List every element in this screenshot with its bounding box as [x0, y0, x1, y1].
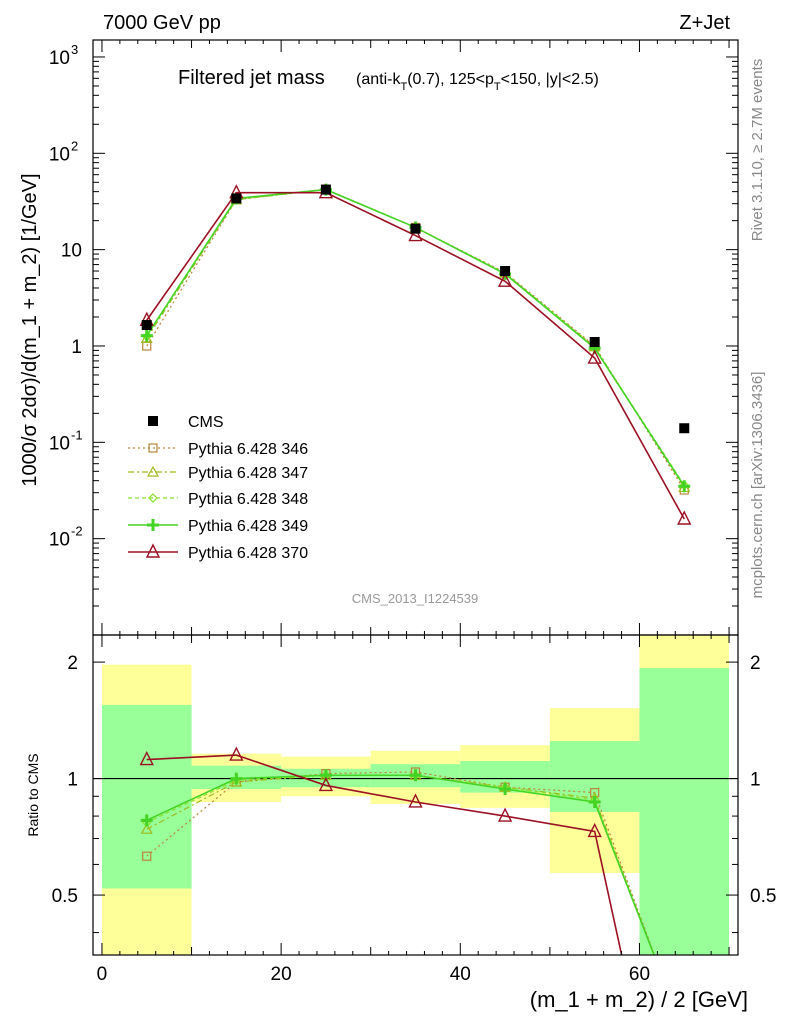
legend-label: Pythia 6.428 346: [188, 441, 308, 458]
x-axis-label: (m_1 + m_2) / 2 [GeV]: [530, 987, 748, 1012]
data-point: [231, 193, 242, 204]
y-tick-label: 10: [61, 241, 82, 262]
rivet-version-label: Rivet 3.1.10, ≥ 2.7M events: [749, 59, 766, 242]
ratio-point-1: [142, 851, 152, 861]
legend-marker: [145, 543, 161, 558]
plot-subtitle: (anti-kT(0.7), 125<pT<150, |y|<2.5): [356, 71, 599, 93]
y-tick-label-exponent: -1: [71, 427, 83, 442]
legend-marker: [148, 443, 158, 453]
stat-uncertainty-band: [101, 704, 192, 889]
ratio-bands: [101, 635, 730, 955]
ratio-point-4: [409, 769, 422, 782]
data-point: [141, 320, 152, 331]
ratio-tick-label: 0.5: [52, 886, 78, 907]
process-label: Z+Jet: [679, 12, 730, 34]
series-point-5: [587, 349, 602, 364]
analysis-watermark: CMS_2013_I1224539: [352, 591, 479, 606]
ratio-point-5: [408, 793, 423, 808]
data-point: [500, 266, 511, 277]
series-point-5: [677, 510, 692, 525]
series-point-4: [140, 329, 153, 342]
y-tick-label: 10: [49, 144, 70, 165]
x-tick-label: 60: [629, 964, 650, 985]
y-tick-label-exponent: 2: [71, 138, 78, 153]
ratio-point-4: [230, 772, 243, 785]
legend-marker: [147, 519, 159, 531]
legend-label: Pythia 6.428 348: [188, 491, 308, 508]
legend-label: Pythia 6.428 370: [188, 545, 308, 562]
data-point: [320, 184, 331, 195]
ratio-tick-label: 2: [67, 653, 78, 674]
y-tick-label: 10: [49, 530, 70, 551]
plot-title: Filtered jet mass: [178, 67, 325, 89]
data-point: [589, 336, 600, 347]
ratio-tick-label: 1: [67, 770, 78, 791]
y-tick-label-exponent: -2: [71, 524, 83, 539]
ratio-point-5: [587, 822, 602, 838]
data-point: [410, 223, 421, 234]
main-panel: [139, 183, 692, 525]
ratio-point-4: [140, 814, 153, 827]
data-point: [679, 423, 690, 434]
stat-uncertainty-band: [639, 668, 730, 955]
energy-label: 7000 GeV pp: [103, 12, 221, 34]
ratio-point-5: [229, 746, 244, 761]
ratio-point-2: [140, 822, 153, 834]
series-line-5: [146, 191, 685, 520]
legend-marker-cms: [148, 416, 158, 426]
legend-marker: [148, 493, 158, 503]
legend-marker: [146, 465, 160, 477]
ratio-line-5: [146, 754, 623, 955]
y-tick-label: 1: [71, 337, 82, 358]
series-point-5: [408, 226, 423, 242]
ratio-point-4: [499, 782, 512, 795]
series-point-4: [678, 480, 691, 493]
y-tick-label: 10: [49, 433, 70, 454]
ratio-panel: [139, 746, 656, 955]
ratio-point-5: [139, 750, 154, 766]
ratio-frame: [92, 634, 739, 956]
y-tick-label-exponent: 3: [71, 42, 78, 57]
legend-label: Pythia 6.428 347: [188, 465, 308, 482]
series-point-5: [497, 272, 513, 287]
y-tick-label: 10: [49, 48, 70, 69]
ratio-point-4: [588, 795, 601, 808]
legend-label: CMS: [188, 414, 224, 431]
legend-label: Pythia 6.428 349: [188, 518, 308, 535]
ratio-tick-label-right: 0.5: [750, 886, 776, 907]
ratio-point-5: [318, 776, 334, 792]
ratio-point-5: [497, 807, 513, 822]
x-tick-label: 0: [97, 964, 108, 985]
x-tick-label: 20: [271, 964, 292, 985]
ratio-tick-label-right: 1: [750, 770, 761, 791]
ratio-tick-label-right: 2: [750, 653, 761, 674]
source-label: mcplots.cern.ch [arXiv:1306.3436]: [749, 372, 766, 599]
y-axis-label: 1000/σ 2dσ)/d(m_1 + m_2) [1/GeV]: [19, 173, 41, 486]
x-tick-label: 40: [450, 964, 471, 985]
ratio-axis-label: Ratio to CMS: [25, 753, 41, 836]
legend: CMS Pythia 6.428 346 Pythia 6.428 347 Pythi…: [128, 414, 308, 562]
